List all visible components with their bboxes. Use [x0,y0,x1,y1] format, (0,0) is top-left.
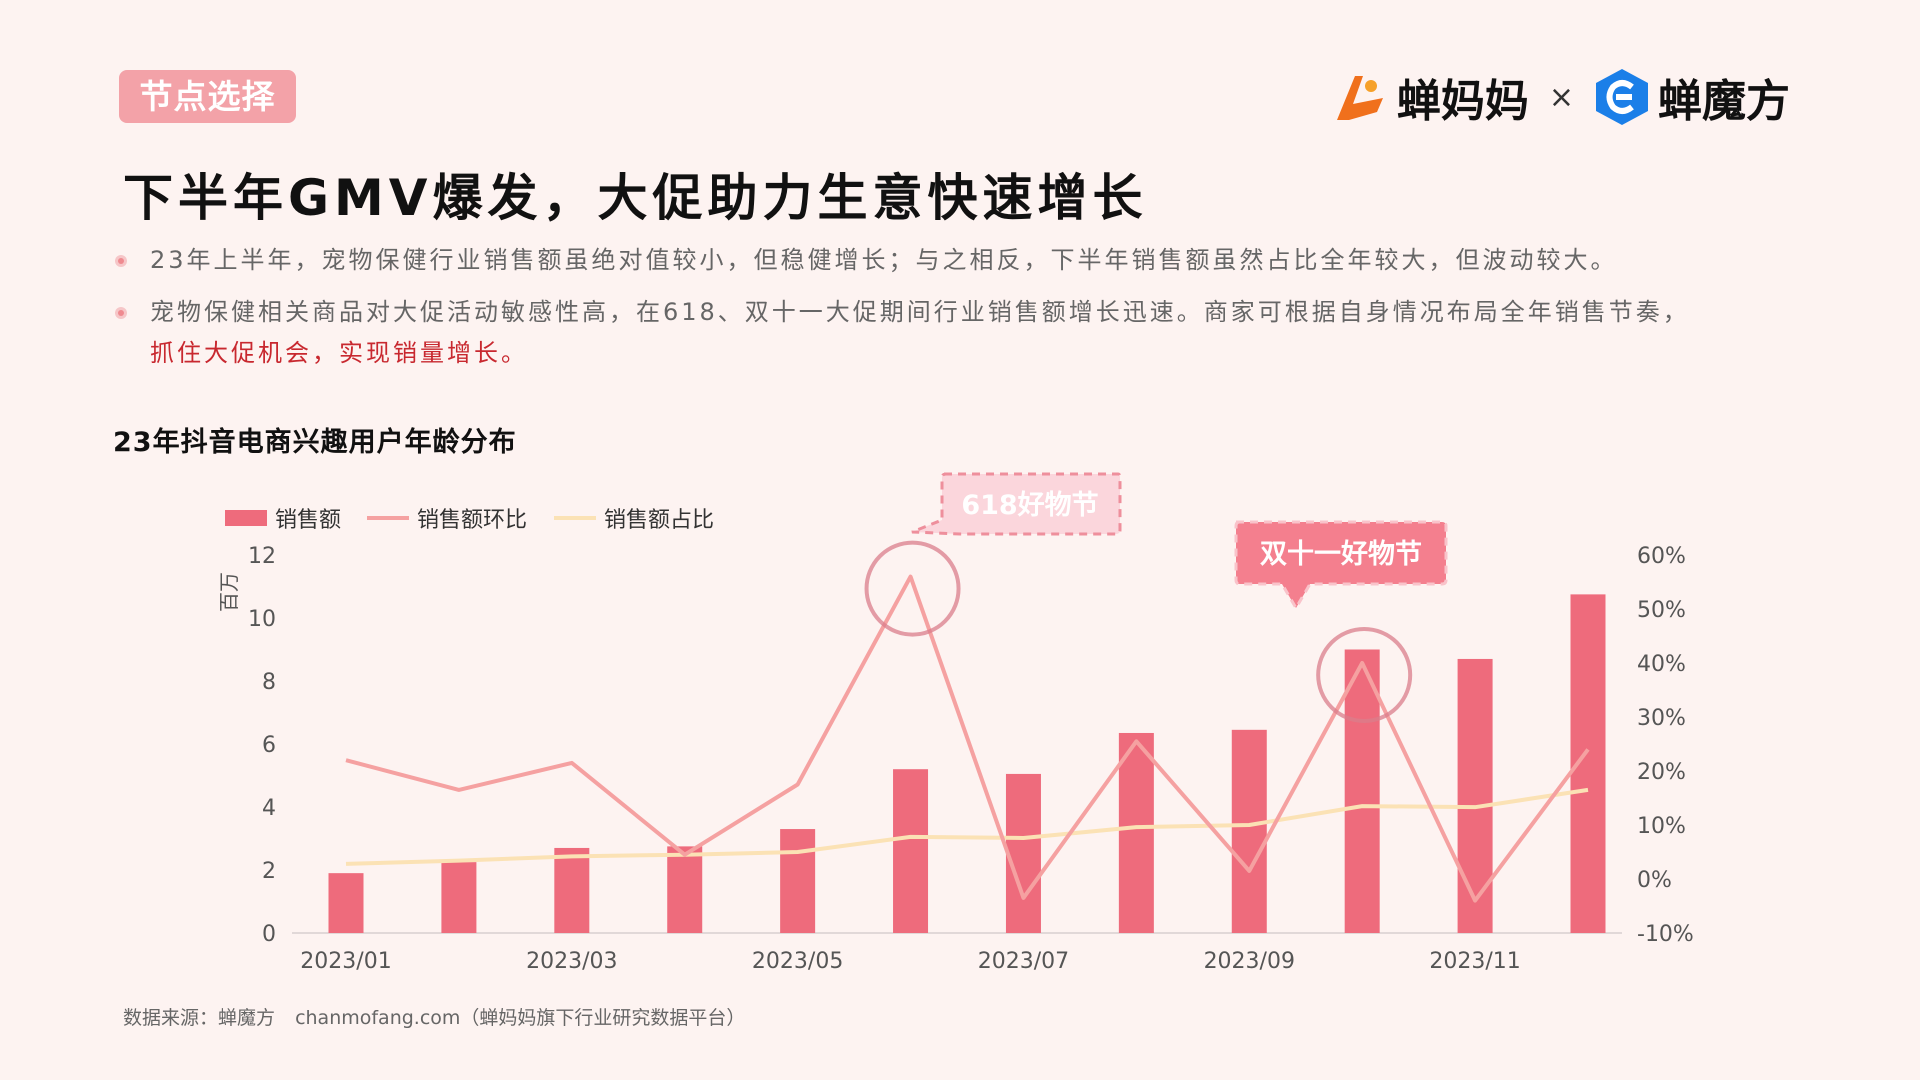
x-tick-label: 2023/05 [752,949,843,974]
brand-logos: 蝉妈妈 × 蝉魔方 [1331,62,1790,132]
source-label: 数据来源：蝉魔方 [123,1007,276,1029]
x-tick-label: 2023/07 [978,949,1069,974]
bar-sales [1231,729,1267,933]
source-site: chanmofang.com（蝉妈妈旗下行业研究数据平台） [295,1007,746,1029]
chanmama-logo: 蝉妈妈 [1331,65,1529,129]
chanmofang-logo: 蝉魔方 [1594,65,1790,129]
y2-tick-label: 0% [1637,868,1672,893]
bullet-item: 宠物保健相关商品对大促活动敏感性高，在618、双十一大促期间行业销售额增长迅速。… [112,292,1812,374]
y-tick-label: 0 [262,922,276,947]
bullet-highlight: 抓住大促机会，实现销量增长。 [150,339,528,367]
legend-label-mom: 销售额环比 [417,508,527,533]
line-sales-mom [345,574,1590,903]
y-tick-label: 8 [262,670,276,695]
legend-swatch-sales [225,510,267,526]
bullet-text: 宠物保健相关商品对大促活动敏感性高，在618、双十一大促期间行业销售额增长迅速。… [150,298,1690,326]
chanmofang-icon [1596,69,1648,125]
legend-label-share: 销售额占比 [604,508,714,533]
chart-title: 23年抖音电商兴趣用户年龄分布 [113,427,517,458]
callout-double11-bubble [1234,520,1448,611]
flower-bullet-icon [115,307,127,319]
x-tick-label: 2023/09 [1204,949,1295,974]
y-tick-label: 2 [262,859,276,884]
flower-bullet-icon [115,255,127,267]
x-tick-label: 2023/11 [1429,949,1520,974]
y-tick-label: 10 [248,607,276,632]
x-tick-label: 2023/01 [300,949,391,974]
y2-tick-label: 50% [1637,598,1686,623]
y-tick-label: 6 [262,733,276,758]
bar-sales [441,862,477,933]
y2-tick-label: -10% [1637,922,1694,947]
y2-tick-label: 20% [1637,760,1686,785]
times-separator: × [1548,79,1574,115]
highlight-circle [864,540,961,637]
bar-sales [1005,773,1041,933]
bar-sales [328,873,364,933]
page-title: 下半年GMV爆发，大促助力生意快速增长 [123,169,1148,227]
y-tick-label: 12 [248,544,276,569]
data-source: 数据来源：蝉魔方 chanmofang.com（蝉妈妈旗下行业研究数据平台） [123,1003,759,1030]
bar-sales [1457,658,1493,933]
highlight-circle [1316,627,1413,723]
line-sales-share [345,787,1589,866]
callout-618-bubble [911,472,1122,536]
bullet-item: 23年上半年，宠物保健行业销售额虽绝对值较小，但稳健增长；与之相反，下半年销售额… [112,240,1812,281]
x-tick-label: 2023/03 [526,949,617,974]
legend-label-sales: 销售额 [275,508,341,533]
bar-sales [780,829,816,933]
y2-tick-label: 30% [1637,706,1686,731]
chanmama-name: 蝉妈妈 [1396,76,1529,127]
callout-double11-text: 双十一好物节 [1260,539,1422,570]
bar-sales [1344,649,1380,933]
chanmofang-name: 蝉魔方 [1658,76,1790,127]
bar-sales [1118,732,1154,933]
callout-618-text: 618好物节 [961,490,1098,521]
bar-sales [893,769,929,933]
y-axis-unit: 百万 [217,572,241,612]
bar-sales [667,846,703,933]
y2-tick-label: 60% [1637,544,1686,569]
y-tick-label: 4 [262,796,276,821]
bullet-text: 23年上半年，宠物保健行业销售额虽绝对值较小，但稳健增长；与之相反，下半年销售额… [150,246,1618,274]
summary-bullets: 23年上半年，宠物保健行业销售额虽绝对值较小，但稳健增长；与之相反，下半年销售额… [112,240,1812,385]
chanmama-icon [1336,76,1383,120]
bar-sales [554,847,590,933]
y2-tick-label: 10% [1637,814,1686,839]
y2-tick-label: 40% [1637,652,1686,677]
section-tag: 节点选择 [119,70,296,123]
